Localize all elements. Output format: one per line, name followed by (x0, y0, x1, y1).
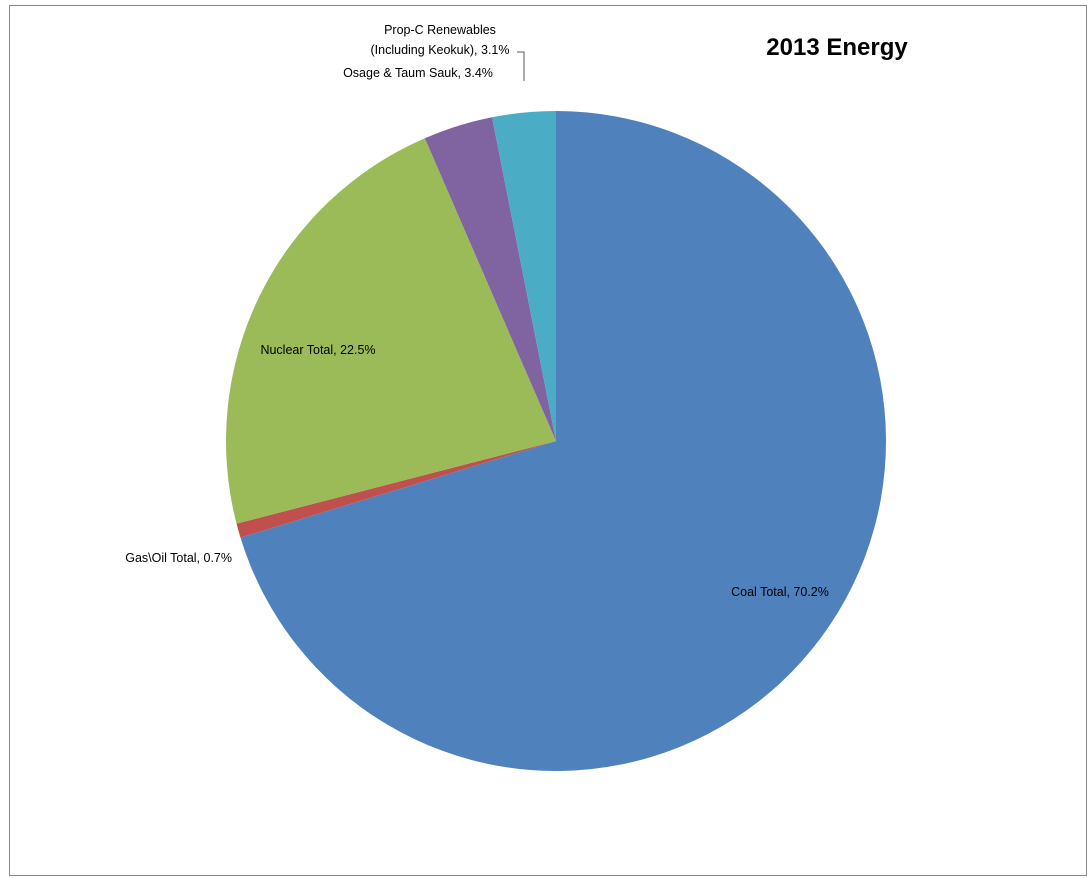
chart-title: 2013 Energy (766, 34, 908, 61)
leader-lines (517, 51, 525, 81)
pie-slices (226, 111, 886, 771)
pie-slice-coal-total (240, 111, 886, 771)
data-label-gas-oil: Gas\Oil Total, 0.7% (125, 551, 232, 565)
data-label-renewables-line2: (Including Keokuk), 3.1% (371, 43, 510, 57)
pie-slice-gas-oil-total (236, 441, 556, 538)
pie-slice-osage-taum-sauk (424, 117, 556, 441)
pie-slice-prop-c-renewables-including-keokuk (492, 111, 556, 441)
pie-slice-nuclear-total (226, 138, 556, 524)
leader-line-renewables (517, 51, 525, 81)
data-label-nuclear: Nuclear Total, 22.5% (260, 343, 375, 357)
data-label-osage: Osage & Taum Sauk, 3.4% (343, 66, 493, 80)
data-label-renewables-line1: Prop-C Renewables (384, 23, 496, 37)
data-label-coal: Coal Total, 70.2% (731, 585, 829, 599)
